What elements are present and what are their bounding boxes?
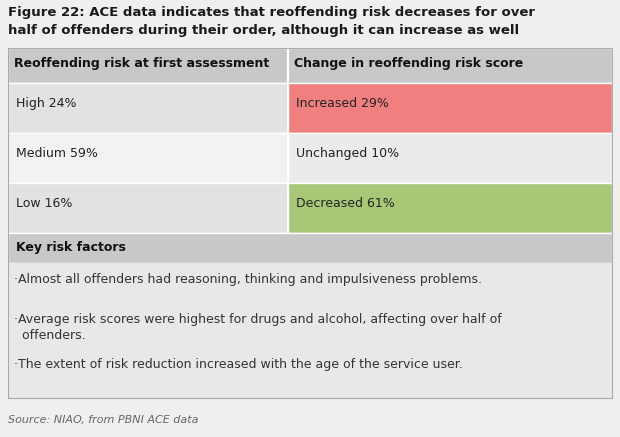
Text: High 24%: High 24% [16, 97, 76, 110]
Text: Increased 29%: Increased 29% [296, 97, 389, 110]
Bar [288, 183, 612, 233]
Text: Low 16%: Low 16% [16, 197, 73, 210]
Bar [288, 83, 612, 133]
Bar [8, 263, 612, 398]
Bar [8, 233, 612, 263]
Text: offenders.: offenders. [14, 329, 86, 342]
Text: half of offenders during their order, although it can increase as well: half of offenders during their order, al… [8, 24, 519, 37]
Text: Medium 59%: Medium 59% [16, 147, 98, 160]
Bar [8, 83, 288, 133]
Text: Source: NIAO, from PBNI ACE data: Source: NIAO, from PBNI ACE data [8, 415, 198, 425]
Text: ·Average risk scores were highest for drugs and alcohol, affecting over half of: ·Average risk scores were highest for dr… [14, 313, 502, 326]
Bar [8, 183, 288, 233]
Text: ·The extent of risk reduction increased with the age of the service user.: ·The extent of risk reduction increased … [14, 358, 463, 371]
Text: Change in reoffending risk score: Change in reoffending risk score [294, 57, 523, 70]
Text: ·Almost all offenders had reasoning, thinking and impulsiveness problems.: ·Almost all offenders had reasoning, thi… [14, 273, 482, 286]
Bar [8, 133, 288, 183]
Bar [8, 48, 612, 398]
Text: Decreased 61%: Decreased 61% [296, 197, 395, 210]
Text: Reoffending risk at first assessment: Reoffending risk at first assessment [14, 57, 269, 70]
Text: Unchanged 10%: Unchanged 10% [296, 147, 399, 160]
Bar [288, 133, 612, 183]
Text: Key risk factors: Key risk factors [16, 241, 126, 254]
Text: Figure 22: ACE data indicates that reoffending risk decreases for over: Figure 22: ACE data indicates that reoff… [8, 6, 535, 19]
Bar [8, 48, 612, 83]
